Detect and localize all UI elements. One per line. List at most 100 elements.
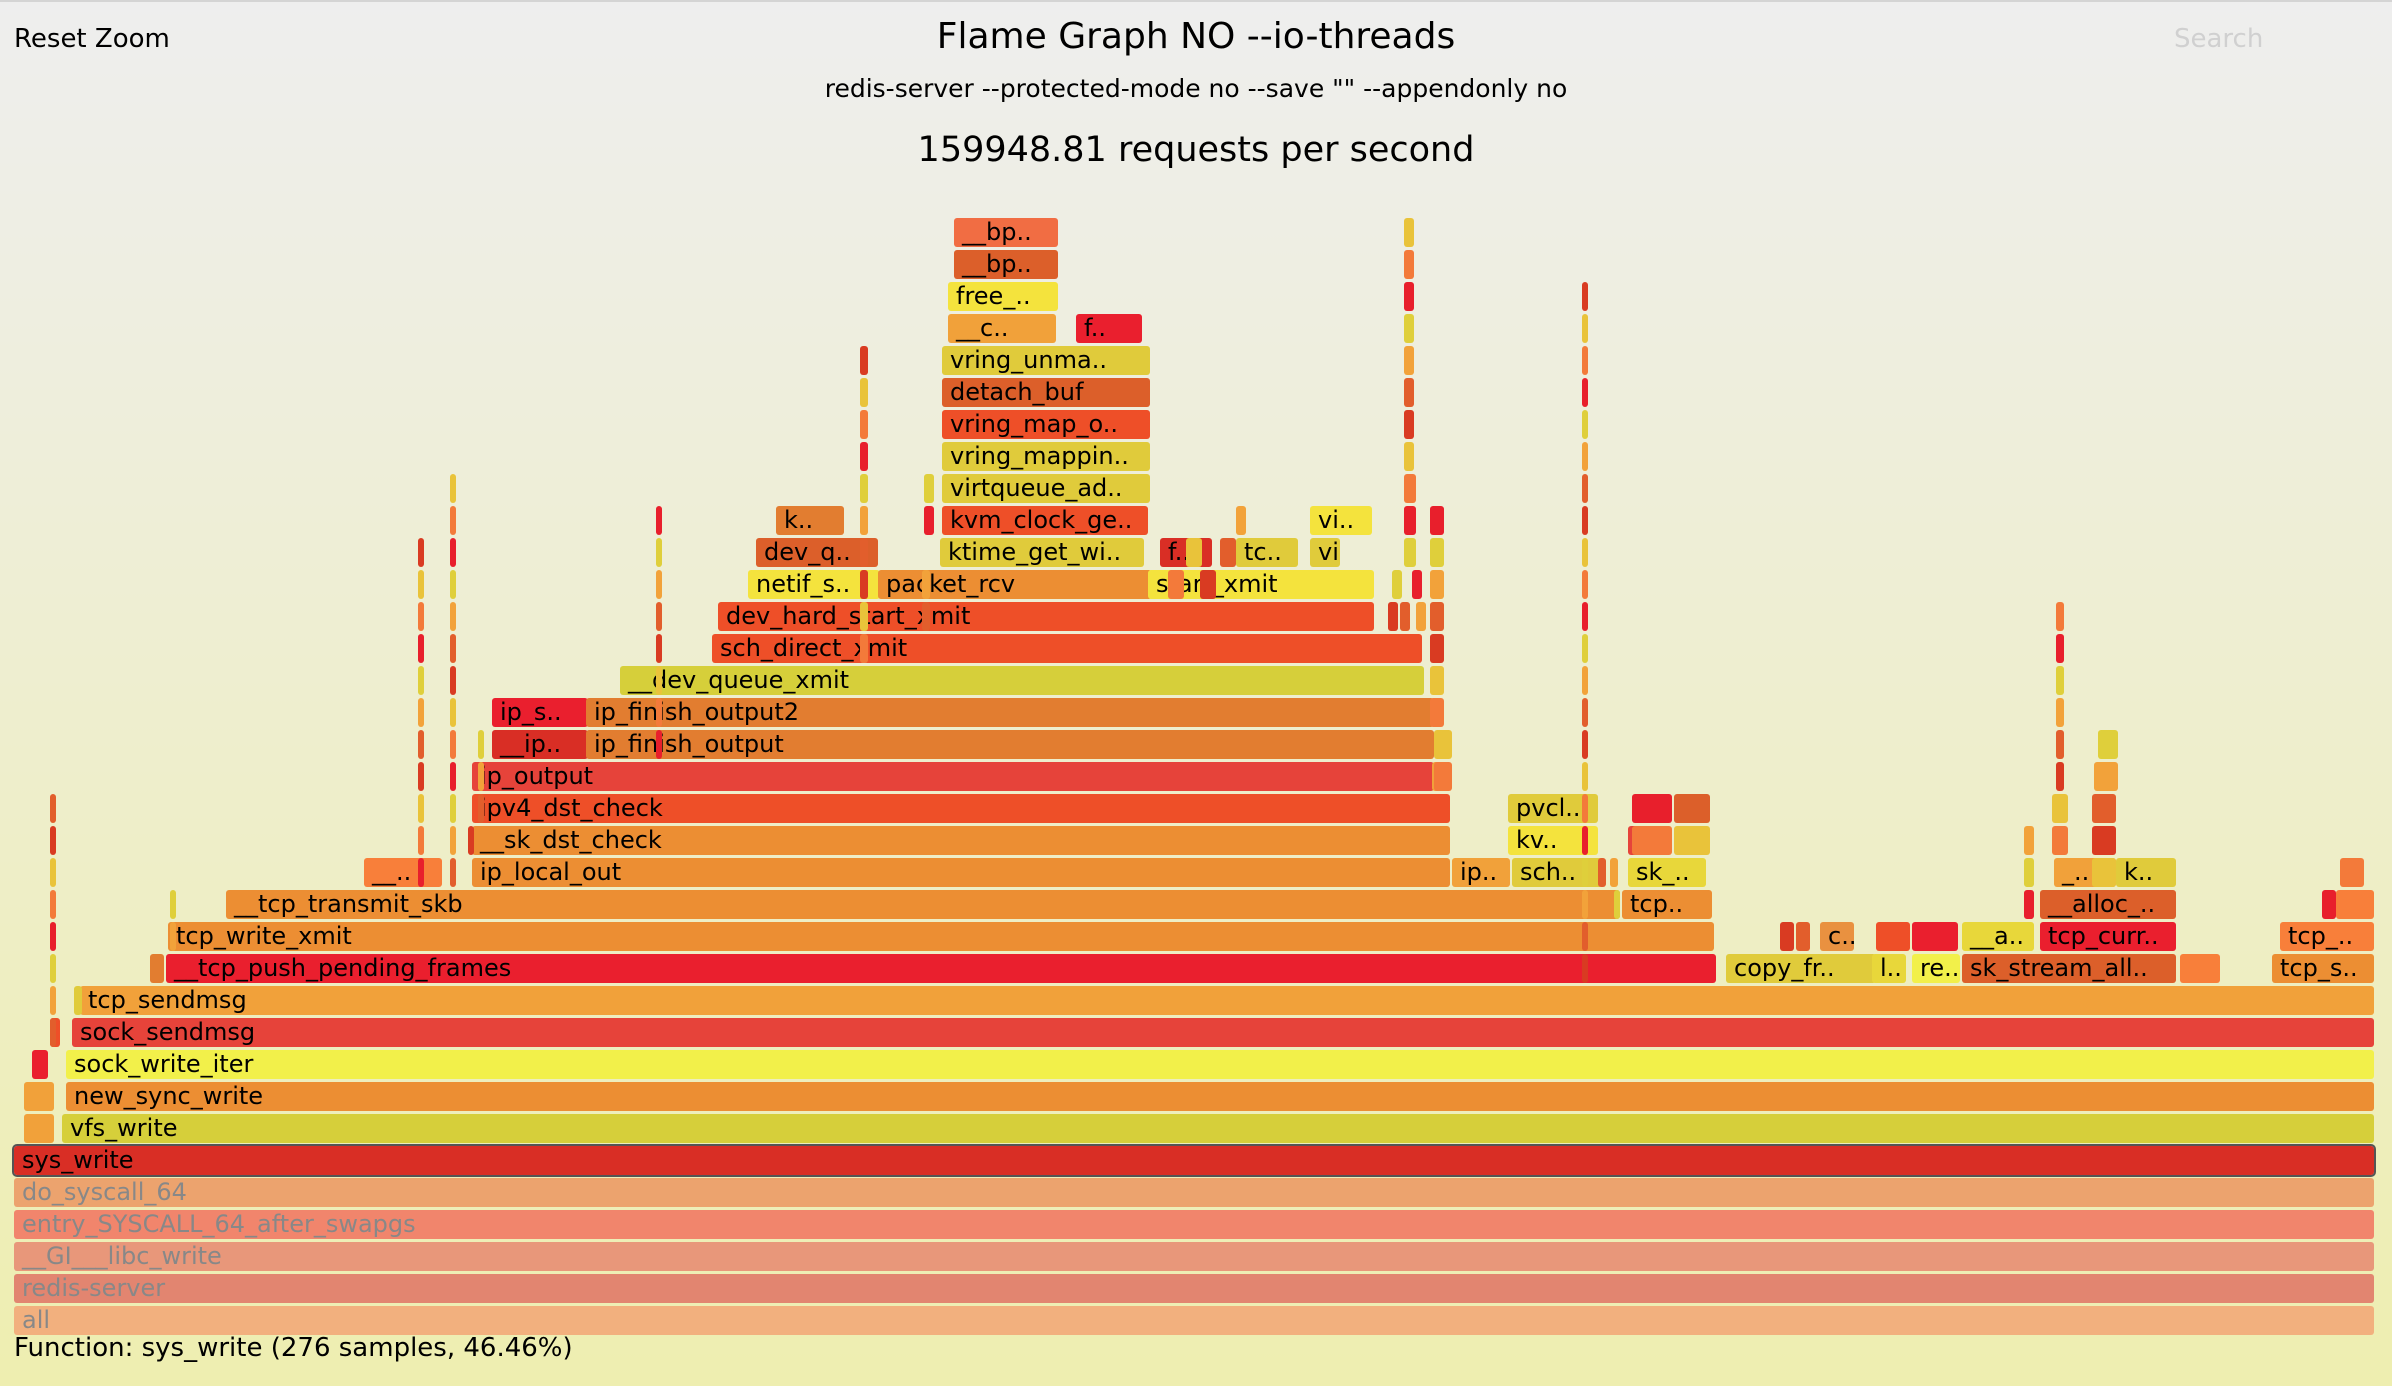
reset-zoom-button[interactable]: Reset Zoom: [14, 24, 170, 54]
flame-frame[interactable]: sk_..: [1628, 858, 1706, 887]
flame-frame[interactable]: [1582, 794, 1588, 823]
flame-frame[interactable]: __dev_queue_xmit: [620, 666, 1424, 695]
flame-frame[interactable]: detach_buf: [942, 378, 1150, 407]
flame-frame[interactable]: [1404, 506, 1416, 535]
flame-frame[interactable]: sch_direct_xmit: [712, 634, 1422, 663]
flame-frame[interactable]: ip_s..: [492, 698, 588, 727]
flame-frame[interactable]: [1582, 410, 1588, 439]
flame-frame[interactable]: [1392, 570, 1402, 599]
flame-frame[interactable]: [450, 826, 456, 855]
flame-frame[interactable]: [468, 826, 474, 855]
flame-frame[interactable]: tcp_write_xmit: [168, 922, 1714, 951]
flame-frame[interactable]: [1582, 698, 1588, 727]
flame-frame[interactable]: sk_stream_all..: [1962, 954, 2176, 983]
flame-frame[interactable]: __ip..: [492, 730, 588, 759]
flame-frame[interactable]: [1430, 698, 1444, 727]
flame-frame[interactable]: k..: [2116, 858, 2176, 887]
flame-frame[interactable]: [418, 858, 424, 887]
flame-frame[interactable]: [1582, 730, 1588, 759]
flame-frame[interactable]: kvm_clock_ge..: [942, 506, 1148, 535]
flame-frame[interactable]: [2052, 826, 2068, 855]
flame-frame[interactable]: [2056, 762, 2064, 791]
flame-frame[interactable]: [1582, 282, 1588, 311]
flame-frame[interactable]: [1404, 218, 1414, 247]
flame-frame[interactable]: __GI___libc_write: [14, 1242, 2374, 1271]
flame-frame[interactable]: [418, 538, 424, 567]
flame-frame[interactable]: [2092, 826, 2116, 855]
flame-frame[interactable]: sys_write: [12, 1144, 2376, 1177]
flame-frame[interactable]: dev_q..: [756, 538, 878, 567]
flame-frame[interactable]: __bp..: [954, 218, 1058, 247]
flame-frame[interactable]: [1404, 442, 1414, 471]
flame-frame[interactable]: __..: [364, 858, 442, 887]
flame-frame[interactable]: [1796, 922, 1810, 951]
flame-frame[interactable]: [2322, 890, 2336, 919]
flame-frame[interactable]: [450, 474, 456, 503]
flame-frame[interactable]: __tcp_push_pending_frames: [166, 954, 1716, 983]
flame-frame[interactable]: [478, 794, 484, 823]
flame-frame[interactable]: [860, 538, 868, 567]
flame-frame[interactable]: [1582, 378, 1588, 407]
flame-frame[interactable]: dev_hard_start_xmit: [718, 602, 1374, 631]
flame-frame[interactable]: [1582, 922, 1588, 951]
flame-frame[interactable]: vi..: [1310, 506, 1372, 535]
flame-frame[interactable]: [2056, 666, 2064, 695]
flame-frame[interactable]: [1674, 826, 1710, 855]
flame-frame[interactable]: free_..: [948, 282, 1058, 311]
flame-frame[interactable]: tcp_..: [2280, 922, 2374, 951]
flame-frame[interactable]: [2024, 890, 2034, 919]
flame-frame[interactable]: [1610, 858, 1618, 887]
flame-frame[interactable]: netif_s..: [748, 570, 880, 599]
flame-frame[interactable]: c..: [1820, 922, 1854, 951]
flame-frame[interactable]: [418, 826, 424, 855]
flame-frame[interactable]: [1780, 922, 1794, 951]
flame-frame[interactable]: [1582, 666, 1588, 695]
flame-frame[interactable]: sock_sendmsg: [72, 1018, 2374, 1047]
flame-frame[interactable]: [450, 506, 456, 535]
flame-frame[interactable]: [1582, 570, 1588, 599]
flame-frame[interactable]: [2092, 858, 2116, 887]
flame-frame[interactable]: [50, 794, 56, 823]
flame-frame[interactable]: [418, 698, 424, 727]
flame-frame[interactable]: [2024, 826, 2034, 855]
flame-frame[interactable]: tcp_s..: [2272, 954, 2374, 983]
flame-frame[interactable]: [1582, 890, 1588, 919]
flame-frame[interactable]: __alloc_..: [2040, 890, 2176, 919]
flame-frame[interactable]: sch..: [1512, 858, 1602, 887]
flame-frame[interactable]: tc..: [1236, 538, 1298, 567]
flame-frame[interactable]: tcp..: [1622, 890, 1712, 919]
flame-frame[interactable]: [450, 762, 456, 791]
flame-frame[interactable]: [1582, 506, 1588, 535]
flame-frame[interactable]: [1598, 858, 1606, 887]
flame-frame[interactable]: [450, 794, 456, 823]
flame-frame[interactable]: [656, 634, 662, 663]
flame-frame[interactable]: [1404, 474, 1416, 503]
flame-frame[interactable]: [1582, 314, 1588, 343]
flame-frame[interactable]: virtqueue_ad..: [942, 474, 1150, 503]
flame-frame[interactable]: [2094, 762, 2118, 791]
flame-frame[interactable]: [450, 666, 456, 695]
flame-frame[interactable]: [418, 666, 424, 695]
flame-frame[interactable]: [2092, 794, 2116, 823]
search-button[interactable]: Search: [2174, 24, 2264, 54]
flame-frame[interactable]: [860, 570, 868, 599]
flame-frame[interactable]: [860, 602, 868, 631]
flame-frame[interactable]: ip_finish_output: [586, 730, 1434, 759]
flame-frame[interactable]: [50, 826, 56, 855]
flame-frame[interactable]: [150, 954, 164, 983]
flame-frame[interactable]: [450, 570, 456, 599]
flame-frame[interactable]: [860, 442, 868, 471]
flame-frame[interactable]: [656, 666, 662, 695]
flame-frame[interactable]: __bp..: [954, 250, 1058, 279]
flame-frame[interactable]: [656, 602, 662, 631]
flame-frame[interactable]: [418, 762, 424, 791]
flame-frame[interactable]: [860, 410, 868, 439]
flame-frame[interactable]: [1404, 346, 1414, 375]
flame-frame[interactable]: [50, 858, 56, 887]
flame-frame[interactable]: [1430, 538, 1444, 567]
flame-frame[interactable]: [1430, 602, 1444, 631]
flame-frame[interactable]: [1582, 538, 1588, 567]
flame-frame[interactable]: [922, 602, 930, 631]
flame-frame[interactable]: [450, 634, 456, 663]
flame-frame[interactable]: [2056, 730, 2064, 759]
